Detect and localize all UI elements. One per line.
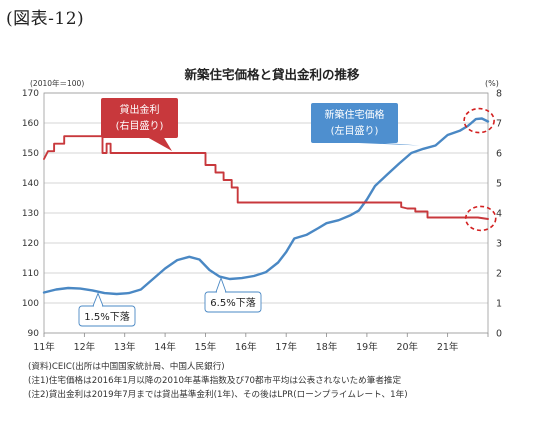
right-tick-label: 3 bbox=[496, 239, 502, 250]
x-tick-label: 21年 bbox=[437, 341, 459, 353]
note-1: (注1)住宅価格は2016年1月以降の2010年基準指数及び70都市平均は公表さ… bbox=[28, 376, 402, 386]
left-tick-label: 170 bbox=[22, 89, 39, 99]
right-tick-label: 0 bbox=[496, 329, 502, 340]
right-tick-label: 5 bbox=[496, 179, 502, 190]
right-tick-label: 8 bbox=[496, 89, 502, 100]
right-tick-label: 1 bbox=[496, 299, 502, 310]
figure-label: (図表-12) bbox=[6, 9, 85, 29]
series-layer bbox=[42, 117, 490, 296]
series-line-housing-price bbox=[42, 117, 490, 296]
annotation-6-5pct-box bbox=[204, 291, 262, 313]
left-tick-label: 110 bbox=[22, 269, 39, 279]
right-tick-label: 2 bbox=[496, 269, 502, 280]
callouts: 貸出金利 (右目盛り) 新築住宅価格 (左目盛り) 1.5%下落 6.5%下落 bbox=[78, 98, 497, 327]
right-tick-label: 4 bbox=[496, 209, 502, 220]
rate-legend-pointer bbox=[148, 138, 172, 151]
right-tick-label: 7 bbox=[496, 119, 502, 130]
x-axis: 11年 12年 13年 14年 15年 16年 17年 18年 19年 20年 21年 bbox=[33, 333, 489, 353]
left-tick-label: 120 bbox=[22, 239, 39, 249]
x-tick-label: 13年 bbox=[114, 341, 136, 353]
right-tick-label: 6 bbox=[496, 149, 502, 160]
left-axis-unit: (2010年＝100) bbox=[30, 78, 84, 88]
left-axis: 90 100 110 120 130 140 150 160 170 bbox=[22, 89, 39, 339]
x-tick-label: 11年 bbox=[33, 341, 55, 353]
left-tick-label: 160 bbox=[22, 119, 39, 129]
price-legend-axis-note: (左目盛り) bbox=[331, 124, 379, 137]
annotation-1-5pct-text: 1.5%下落 bbox=[84, 311, 129, 323]
x-tick-label: 18年 bbox=[316, 341, 338, 353]
x-tick-label: 12年 bbox=[74, 341, 96, 353]
annotation-1-5pct-pointer bbox=[92, 292, 104, 307]
x-tick-label: 19年 bbox=[356, 341, 378, 353]
note-2: (注2)貸出金利は2019年7月までは貸出基準金利(1年)、その後はLPR(ロー… bbox=[28, 390, 408, 400]
left-tick-label: 100 bbox=[22, 299, 39, 309]
right-axis: 0 1 2 3 4 5 6 7 8 bbox=[496, 89, 502, 340]
annotation-1-5pct-box bbox=[78, 305, 136, 327]
price-legend-pointer bbox=[358, 143, 420, 146]
price-legend-label: 新築住宅価格 bbox=[325, 108, 385, 121]
price-end-highlight-circle bbox=[463, 107, 495, 134]
chart-title: 新築住宅価格と貸出金利の推移 bbox=[184, 67, 360, 82]
line-chart: 新築住宅価格と貸出金利の推移 (2010年＝100) (%) 90 100 110 1… bbox=[22, 67, 502, 353]
annotation-6-5pct-pointer bbox=[215, 276, 227, 293]
left-tick-label: 90 bbox=[28, 329, 40, 339]
annotation-6-5pct-text: 6.5%下落 bbox=[210, 297, 255, 309]
left-tick-label: 140 bbox=[22, 179, 39, 189]
right-axis-unit: (%) bbox=[485, 79, 499, 88]
rate-legend-box bbox=[101, 98, 178, 138]
left-tick-label: 130 bbox=[22, 209, 39, 219]
x-tick-label: 17年 bbox=[275, 341, 297, 353]
price-legend-box bbox=[311, 103, 398, 143]
plot-frame bbox=[43, 92, 489, 334]
series-line-lending-rate bbox=[43, 135, 489, 220]
note-source: (資料)CEIC(出所は中国国家統計局、中国人民銀行) bbox=[28, 362, 225, 372]
x-tick-label: 20年 bbox=[396, 341, 418, 353]
x-tick-label: 15年 bbox=[195, 341, 217, 353]
x-tick-label: 14年 bbox=[154, 341, 176, 353]
rate-legend-axis-note: (右目盛り) bbox=[116, 119, 164, 132]
x-tick-label: 16年 bbox=[235, 341, 257, 353]
left-tick-label: 150 bbox=[22, 149, 39, 159]
notes: (資料)CEIC(出所は中国国家統計局、中国人民銀行) (注1)住宅価格は201… bbox=[28, 360, 408, 402]
rate-end-highlight-circle bbox=[464, 205, 497, 232]
rate-legend-label: 貸出金利 bbox=[120, 103, 160, 116]
